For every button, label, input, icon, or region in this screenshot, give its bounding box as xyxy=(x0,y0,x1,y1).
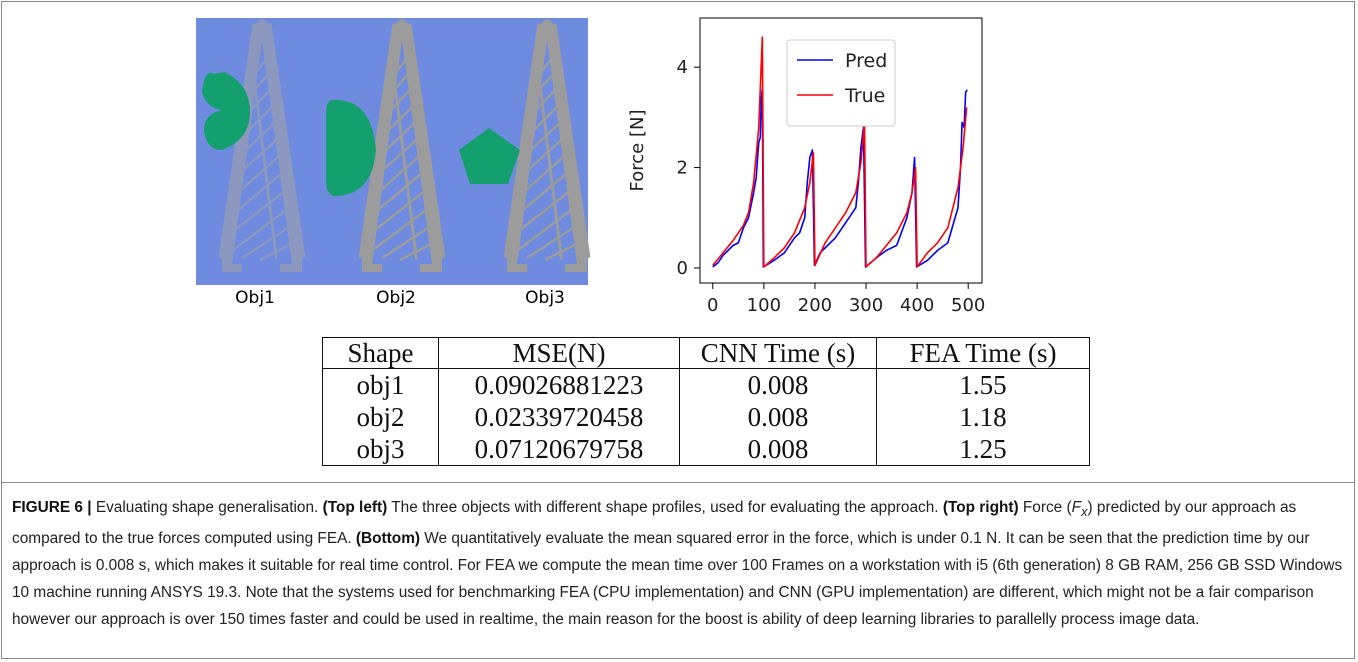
table-header: Shape MSE(N) CNN Time (s) FEA Time (s) xyxy=(322,337,1090,369)
x-tick-label: 500 xyxy=(951,295,985,316)
caption-text: The three objects with different shape p… xyxy=(387,499,943,516)
plot-frame xyxy=(699,17,983,284)
caption-panel-ref: (Top left) xyxy=(322,499,388,516)
shape-obj1 xyxy=(202,72,250,150)
caption-text: ) predicted by our approach as compared … xyxy=(12,499,1297,548)
caption-label: FIGURE 6 | xyxy=(12,499,92,516)
y-tick-label: 4 xyxy=(677,57,688,78)
table-cell: 0.02339720458 xyxy=(438,401,680,433)
table-body: obj1 0.09026881223 0.008 1.55 obj2 0.02339720… xyxy=(322,368,1090,466)
figure-graphics: Obj1 Obj2 Obj3 0 100 200 300 400 500 0 2 4 Force … xyxy=(196,0,985,316)
caption: FIGURE 6 | Evaluating shape generalisati… xyxy=(12,494,1346,633)
shape-obj2 xyxy=(326,99,376,196)
table-cell: obj2 xyxy=(322,401,439,433)
caption-panel-ref: (Top right) xyxy=(942,499,1019,516)
x-tick-label: 200 xyxy=(798,295,832,316)
table-cell: 0.008 xyxy=(679,433,877,466)
y-tick-label: 2 xyxy=(677,158,688,179)
y-axis-label: Force [N] xyxy=(627,110,648,192)
caption-text: Force ( xyxy=(1018,499,1072,516)
legend-label: True xyxy=(844,85,885,107)
table-cell: 1.18 xyxy=(876,401,1090,433)
shape-obj3 xyxy=(459,128,520,184)
table-cell: obj3 xyxy=(322,433,439,466)
x-tick-label: 400 xyxy=(900,295,934,316)
table-cell: 0.07120679758 xyxy=(438,433,680,466)
results-table: Shape MSE(N) CNN Time (s) FEA Time (s) o… xyxy=(322,337,1090,466)
table-cell: 1.55 xyxy=(876,368,1090,401)
caption-separator xyxy=(1,482,1355,483)
y-tick-label: 0 xyxy=(677,258,688,279)
caption-panel-ref: (Bottom) xyxy=(355,530,421,548)
image-label: Obj1 xyxy=(235,288,275,308)
header-cell: CNN Time (s) xyxy=(679,337,877,369)
line-chart: 0 100 200 300 400 500 0 2 4 Force [N] Pred True xyxy=(627,17,985,316)
series-line xyxy=(712,36,968,268)
table-cell: 0.008 xyxy=(679,401,877,433)
table-row: obj2 0.02339720458 0.008 1.18 xyxy=(322,401,1090,433)
header-cell: FEA Time (s) xyxy=(876,337,1090,369)
image-label: Obj3 xyxy=(525,288,565,308)
table-cell: 0.008 xyxy=(679,368,877,401)
legend-label: Pred xyxy=(845,50,887,72)
table-row: obj1 0.09026881223 0.008 1.55 xyxy=(322,368,1090,401)
table-cell: obj1 xyxy=(322,368,439,401)
table-row: obj3 0.07120679758 0.008 1.25 xyxy=(322,433,1090,466)
legend-box xyxy=(786,39,896,127)
image-label: Obj2 xyxy=(376,288,416,308)
caption-text: We quantitatively evaluate the mean squa… xyxy=(12,530,1343,629)
x-tick-label: 300 xyxy=(849,295,883,316)
table-cell: 1.25 xyxy=(876,433,1090,466)
table-cell: 0.09026881223 xyxy=(438,368,680,401)
caption-text: Evaluating shape generalisation. xyxy=(91,499,323,516)
caption-symbol: F xyxy=(1071,499,1082,516)
header-cell: MSE(N) xyxy=(438,337,680,369)
caption-subscript: x xyxy=(1081,504,1088,520)
x-tick-label: 0 xyxy=(707,295,718,316)
header-cell: Shape xyxy=(322,337,439,369)
x-tick-label: 100 xyxy=(747,295,781,316)
